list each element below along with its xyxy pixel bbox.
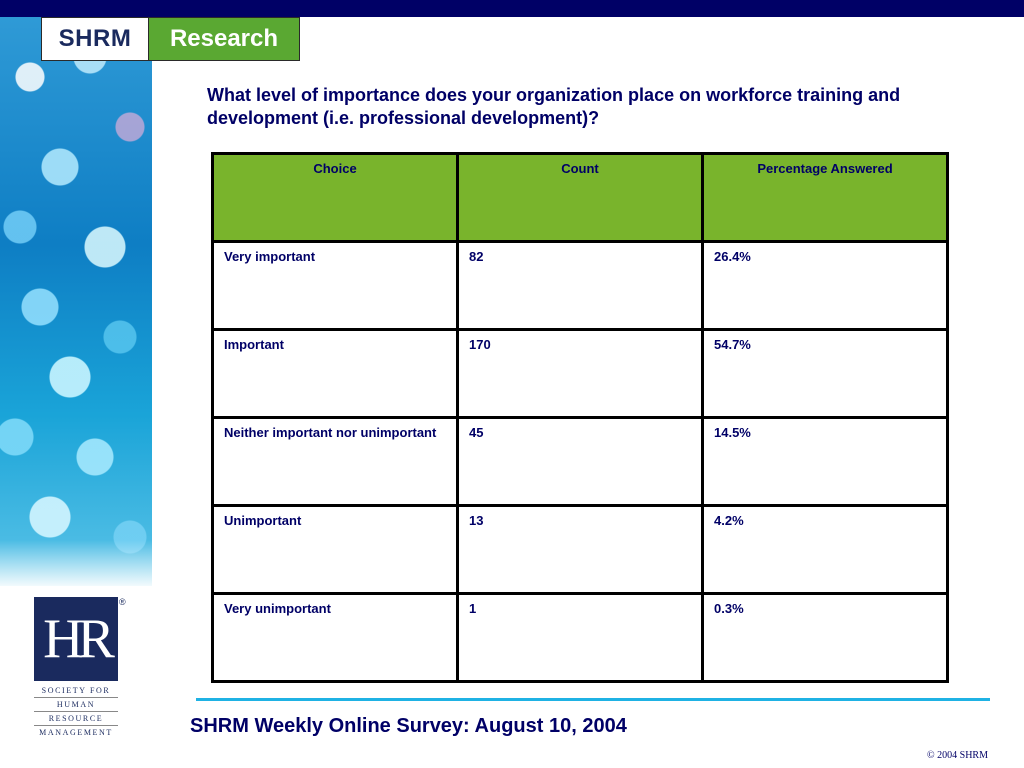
table-row: Unimportant 13 4.2% xyxy=(211,504,949,595)
top-bar xyxy=(0,0,1024,17)
table-header-row: Choice Count Percentage Answered xyxy=(211,152,949,243)
logo-shrm-text: SHRM xyxy=(42,18,149,60)
copyright-notice: © 2004 SHRM xyxy=(927,750,988,761)
cell-count: 82 xyxy=(456,240,704,331)
cell-percentage: 26.4% xyxy=(701,240,949,331)
society-line: MANAGEMENT xyxy=(39,728,113,737)
table-row: Very unimportant 1 0.3% xyxy=(211,592,949,683)
shrm-research-logo: SHRM Research xyxy=(41,17,300,61)
society-line: RESOURCE xyxy=(34,712,118,726)
header-count: Count xyxy=(456,152,704,243)
logo-research-text: Research xyxy=(149,18,299,60)
hr-logo-letters: HR xyxy=(43,608,115,670)
society-line: SOCIETY FOR xyxy=(34,684,118,698)
survey-question: What level of importance does your organ… xyxy=(207,85,901,128)
results-table: Choice Count Percentage Answered Very im… xyxy=(211,152,949,683)
cell-count: 13 xyxy=(456,504,704,595)
cell-count: 170 xyxy=(456,328,704,419)
cell-choice: Neither important nor unimportant xyxy=(211,416,459,507)
header-percentage: Percentage Answered xyxy=(701,152,949,243)
cell-count: 1 xyxy=(456,592,704,683)
side-image-fade xyxy=(0,540,152,590)
cell-percentage: 14.5% xyxy=(701,416,949,507)
cell-percentage: 54.7% xyxy=(701,328,949,419)
table-row: Important 170 54.7% xyxy=(211,328,949,419)
society-line: HUMAN xyxy=(34,698,118,712)
footer-divider xyxy=(196,698,990,701)
cell-count: 45 xyxy=(456,416,704,507)
cell-choice: Very unimportant xyxy=(211,592,459,683)
footer-title: SHRM Weekly Online Survey: August 10, 20… xyxy=(190,715,627,737)
hr-society-logo: HR xyxy=(34,597,118,681)
decorative-side-image xyxy=(0,17,152,586)
society-name: SOCIETY FOR HUMAN RESOURCE MANAGEMENT xyxy=(34,684,118,739)
cell-choice: Important xyxy=(211,328,459,419)
registered-mark: ® xyxy=(119,597,126,607)
cell-choice: Very important xyxy=(211,240,459,331)
table-row: Neither important nor unimportant 45 14.… xyxy=(211,416,949,507)
cell-percentage: 0.3% xyxy=(701,592,949,683)
table-row: Very important 82 26.4% xyxy=(211,240,949,331)
cell-percentage: 4.2% xyxy=(701,504,949,595)
header-choice: Choice xyxy=(211,152,459,243)
cell-choice: Unimportant xyxy=(211,504,459,595)
